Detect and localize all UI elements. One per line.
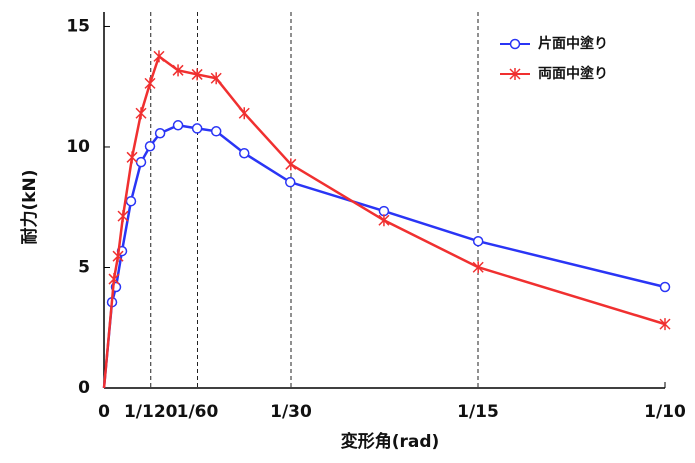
x-axis-label: 変形角(rad) — [341, 431, 440, 452]
marker — [191, 123, 203, 134]
marker — [285, 158, 297, 171]
marker — [659, 281, 671, 293]
marker — [126, 151, 138, 164]
marker — [135, 156, 147, 168]
legend-marker — [509, 38, 521, 50]
x-tick-label: 1/15 — [457, 402, 499, 422]
legend-label: 片面中塗り — [538, 35, 608, 52]
marker — [239, 147, 250, 159]
y-tick-label: 5 — [78, 257, 90, 277]
marker — [108, 273, 120, 286]
marker — [135, 107, 147, 120]
marker — [238, 107, 250, 120]
y-tick-label: 15 — [66, 16, 90, 36]
legend-label: 両面中塗り — [538, 65, 608, 82]
marker — [112, 250, 124, 263]
x-tick-label: 1/60 — [177, 402, 219, 422]
marker — [191, 68, 203, 81]
series-line — [102, 54, 666, 389]
marker — [285, 176, 296, 188]
marker — [378, 214, 390, 227]
marker — [153, 50, 165, 63]
marker — [472, 261, 484, 274]
legend-item: 片面中塗り — [500, 35, 608, 52]
y-tick-label: 0 — [78, 378, 90, 398]
series-line — [102, 123, 666, 389]
marker — [472, 235, 484, 247]
marker — [210, 72, 222, 85]
marker — [172, 64, 184, 77]
x-tick-label: 1/10 — [644, 402, 686, 422]
marker — [210, 126, 222, 137]
marker — [117, 210, 129, 223]
legend-marker — [509, 68, 521, 80]
x-tick-label: 1/120 — [124, 402, 178, 422]
marker — [659, 318, 671, 331]
legend-item: 両面中塗り — [500, 65, 608, 82]
marker — [125, 195, 137, 207]
marker — [144, 141, 156, 152]
x-tick-label: 0 — [98, 402, 110, 422]
y-tick-label: 10 — [66, 137, 90, 157]
marker — [172, 120, 184, 131]
marker — [378, 205, 390, 217]
marker — [144, 77, 156, 90]
marker — [154, 127, 166, 139]
x-tick-label: 1/30 — [270, 402, 312, 422]
y-axis-label: 耐力(kN) — [19, 169, 40, 244]
